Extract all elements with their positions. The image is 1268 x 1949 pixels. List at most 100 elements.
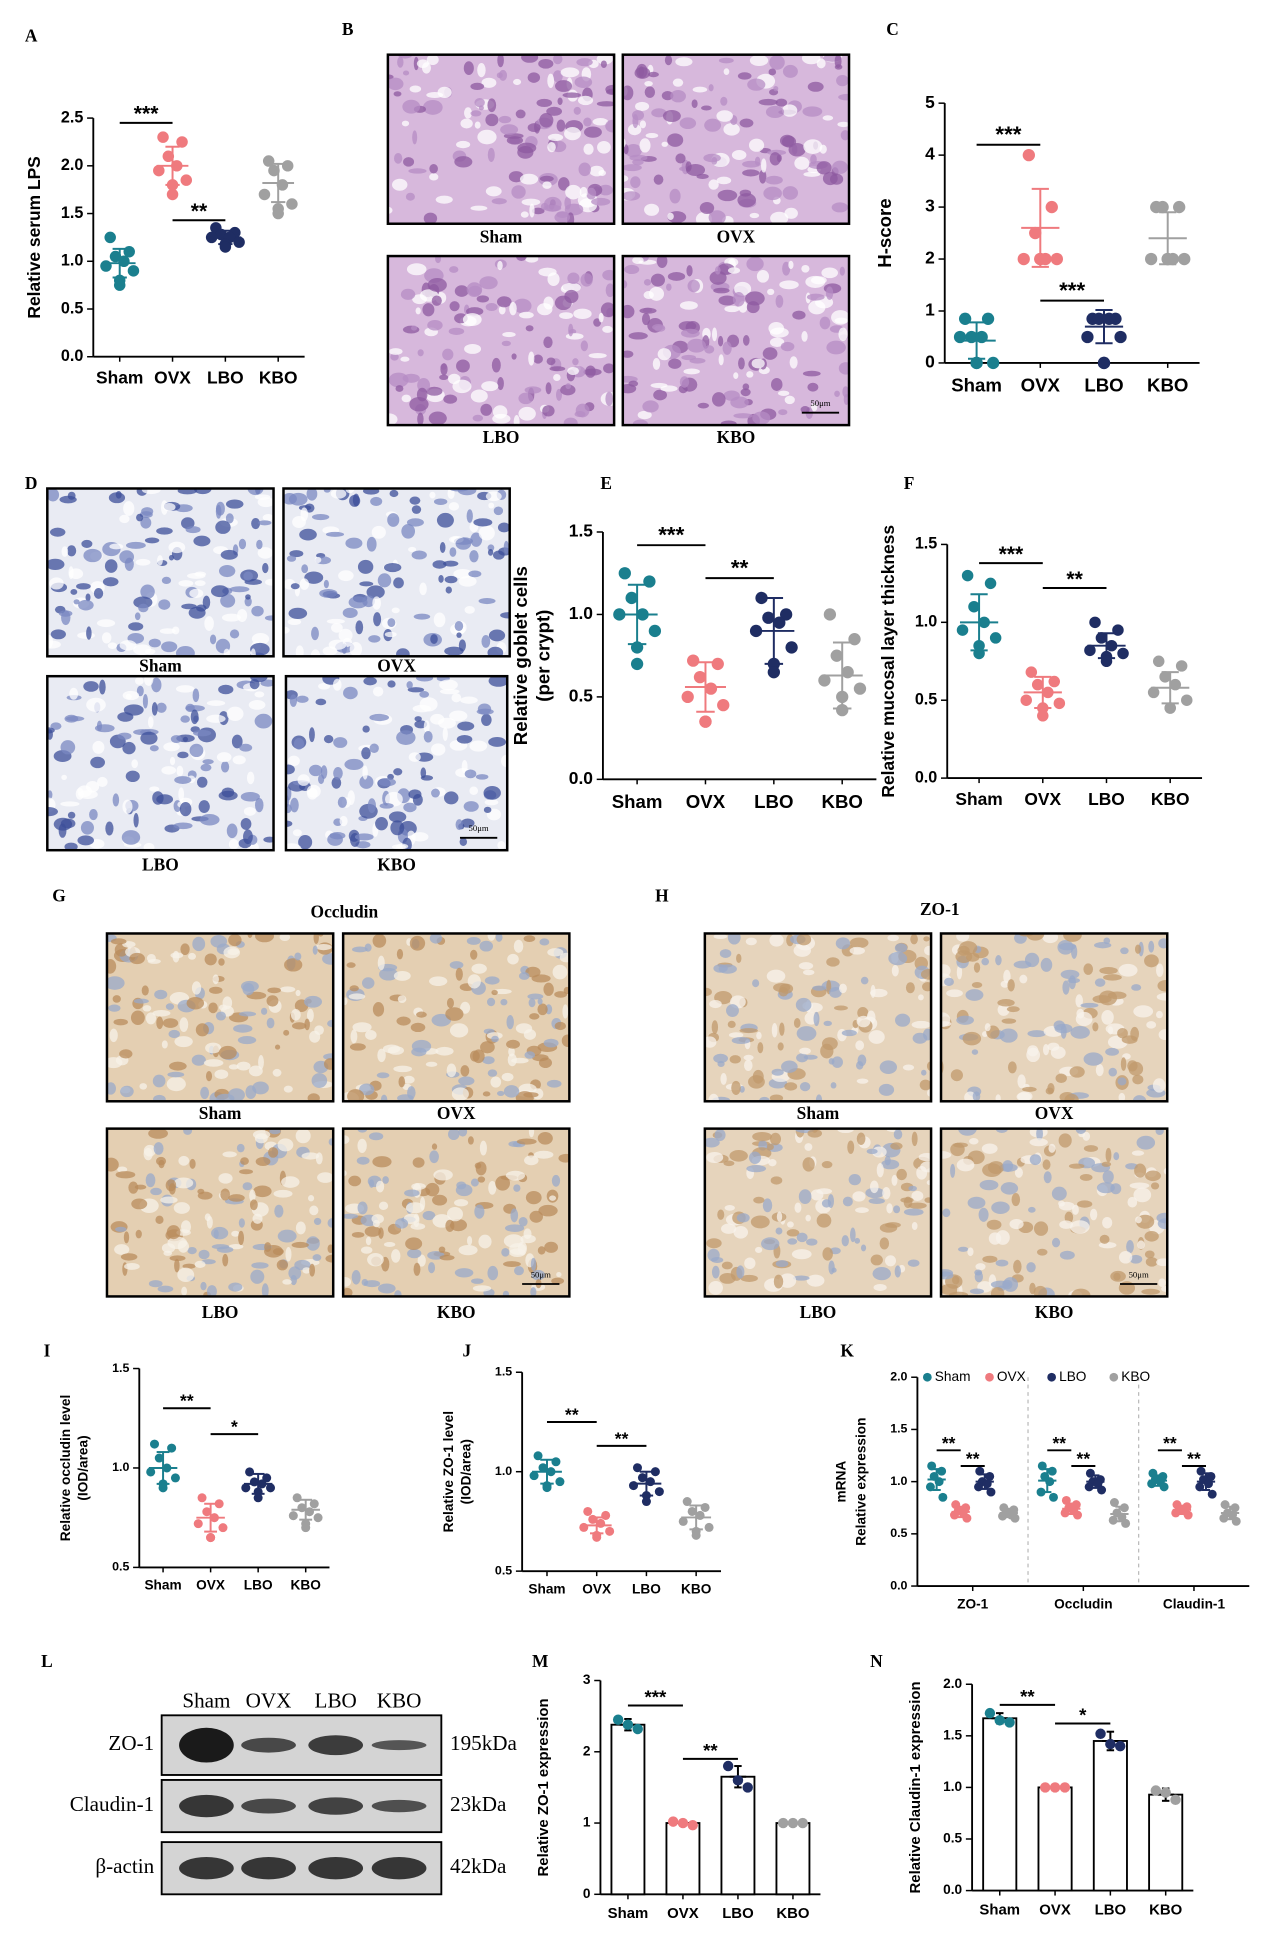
cell (639, 307, 657, 314)
cell (1141, 1288, 1160, 1295)
cell (274, 1204, 284, 1218)
cell (253, 1185, 272, 1198)
panel-letter: D (25, 473, 38, 493)
cell (634, 101, 650, 112)
cell (870, 1254, 883, 1266)
significance-label: *** (995, 122, 1021, 147)
cell (485, 186, 502, 197)
cell (525, 256, 539, 263)
cell (430, 634, 438, 644)
cell (471, 963, 487, 974)
cell (440, 363, 448, 376)
cell (524, 1155, 539, 1166)
cell (151, 677, 162, 693)
cell (470, 949, 478, 960)
cell (1082, 1131, 1091, 1141)
cell (737, 72, 752, 80)
cell (240, 817, 252, 830)
cell (748, 1075, 765, 1089)
cell (956, 965, 963, 980)
data-point (953, 330, 967, 344)
micrograph (46, 674, 275, 852)
cell (151, 702, 158, 716)
cell (144, 648, 156, 655)
x-tick-label: Sham (612, 791, 663, 812)
cell (304, 571, 324, 584)
cell (222, 1151, 237, 1158)
cell (405, 192, 415, 201)
cell (1043, 1171, 1052, 1184)
cell (713, 933, 728, 940)
cell (47, 727, 55, 734)
cell (511, 185, 526, 199)
cell (248, 1065, 263, 1077)
cell (852, 1191, 866, 1202)
cell (1080, 1002, 1099, 1008)
cell (605, 119, 615, 133)
cell (331, 623, 343, 633)
data-point (637, 1473, 647, 1483)
cell (295, 645, 304, 657)
cell (905, 982, 915, 994)
cell (293, 738, 305, 750)
cell (636, 63, 648, 79)
x-tick-label: LBO (754, 791, 793, 812)
cell (194, 571, 207, 577)
cell (251, 1262, 269, 1269)
cell (686, 265, 693, 277)
cell (460, 696, 478, 704)
cell (228, 838, 239, 850)
cell (856, 1132, 866, 1145)
cell (564, 289, 579, 304)
cell (727, 933, 741, 945)
cell (831, 1267, 837, 1273)
cell (547, 73, 555, 89)
y-tick-label: 1.5 (890, 1422, 907, 1436)
data-point (272, 207, 284, 220)
significance-label: ** (942, 1433, 956, 1453)
cell (1083, 1145, 1099, 1152)
cell (96, 619, 116, 628)
cell (838, 327, 848, 341)
cell (997, 1003, 1010, 1016)
data-point (1152, 655, 1165, 668)
cell (773, 1274, 784, 1289)
cell (890, 1142, 903, 1150)
cell (529, 1013, 540, 1020)
cell (572, 358, 579, 366)
cell (380, 1094, 388, 1102)
cell (331, 776, 342, 789)
cell (210, 935, 228, 948)
cell (805, 1214, 811, 1222)
cell (660, 385, 678, 392)
data-point (636, 608, 649, 621)
cell (474, 121, 481, 129)
texture (106, 1128, 334, 1297)
cell (736, 1265, 745, 1279)
data-point (146, 1467, 156, 1477)
cell (1060, 969, 1080, 980)
cell (427, 278, 447, 292)
cell (429, 976, 448, 986)
cell (792, 310, 806, 320)
cell (704, 987, 712, 997)
cell (461, 759, 468, 774)
cell (770, 1132, 781, 1146)
cell (733, 413, 753, 419)
cell (552, 70, 563, 83)
data-point (605, 1526, 615, 1536)
cell (882, 1186, 891, 1200)
cell (394, 1290, 402, 1297)
cell (952, 1275, 960, 1285)
data-point (1059, 1782, 1071, 1793)
cell (995, 955, 1002, 966)
cell (229, 586, 250, 593)
cell (60, 740, 76, 755)
data-point (755, 591, 768, 605)
cell (743, 335, 750, 346)
x-tick-label: KBO (1149, 1902, 1182, 1918)
cell (448, 373, 461, 385)
y-axis-label: Relative ZO-1 expression (536, 1698, 552, 1876)
significance-label: ** (731, 556, 749, 581)
y-tick-label: 1.0 (890, 1474, 907, 1488)
